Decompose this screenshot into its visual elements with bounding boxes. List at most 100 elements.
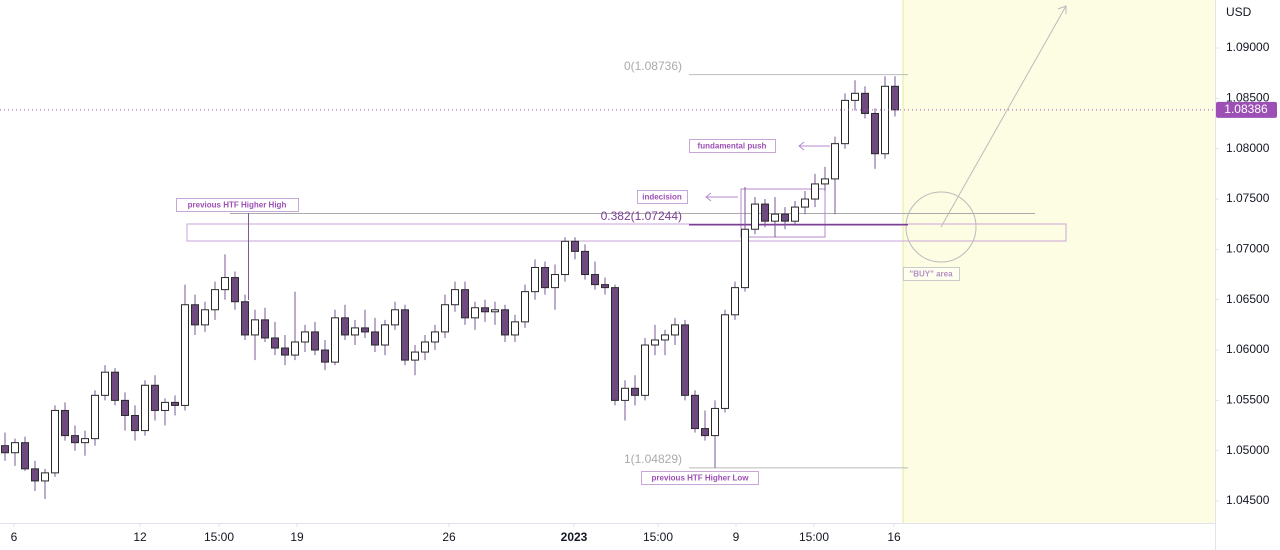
- indecision-box: [740, 188, 826, 238]
- candle-down: [781, 213, 789, 222]
- candle-up: [621, 387, 629, 401]
- x-tick-label: 2023: [561, 530, 588, 544]
- candle-up: [411, 351, 419, 361]
- candle-up: [351, 327, 359, 336]
- candle-down: [271, 337, 279, 349]
- fib-label: 0(1.08736): [624, 59, 682, 73]
- fib-label: 1(1.04829): [624, 452, 682, 466]
- candle-down: [111, 371, 119, 401]
- candle-up: [141, 384, 149, 432]
- candle-down: [131, 414, 139, 432]
- candle-down: [171, 401, 179, 406]
- candle-down: [401, 309, 409, 361]
- candle-up: [491, 309, 499, 313]
- candle-down: [601, 284, 609, 289]
- y-tick-label: 1.06000: [1226, 342, 1270, 356]
- last-price-box: [1216, 101, 1277, 118]
- projection-arrow: [940, 5, 1067, 228]
- candle-up: [801, 198, 809, 208]
- candle-up: [651, 339, 659, 346]
- candle-down: [261, 319, 269, 339]
- buy-circle: [905, 191, 977, 263]
- tag-text: previous HTF Higher High: [188, 201, 287, 210]
- tag-text: fundamental push: [698, 142, 767, 151]
- arrow-head: [705, 192, 712, 202]
- y-tick-label: 1.05500: [1226, 393, 1270, 407]
- last-price-label: 1.08386: [1224, 102, 1268, 116]
- x-tick-label: 15:00: [204, 530, 234, 544]
- candle-down: [501, 309, 509, 336]
- candle-down: [361, 327, 369, 333]
- tag-text: indecision: [642, 193, 682, 202]
- candle-up: [51, 409, 59, 474]
- candle-up: [471, 307, 479, 319]
- y-tick-label: 1.09000: [1226, 40, 1270, 54]
- candle-down: [591, 274, 599, 286]
- candle-up: [821, 178, 829, 185]
- candle-up: [641, 344, 649, 396]
- arrow-head: [1057, 5, 1067, 14]
- candle-up: [851, 92, 859, 101]
- candle-down: [191, 304, 199, 326]
- candle-up: [201, 309, 209, 326]
- candle-down: [631, 387, 639, 396]
- y-tick-label: 1.05000: [1226, 443, 1270, 457]
- candle-down: [571, 240, 579, 252]
- arrow-head: [798, 141, 805, 151]
- candle-up: [711, 407, 719, 437]
- candle-up: [791, 206, 799, 222]
- candle-up: [841, 99, 849, 145]
- candle-up: [81, 438, 89, 444]
- candle-down: [611, 287, 619, 401]
- tag-box: [903, 267, 960, 281]
- x-tick-label: 6: [11, 530, 18, 544]
- x-tick-label: 15:00: [799, 530, 829, 544]
- x-tick-label: 12: [133, 530, 147, 544]
- y-tick-label: 1.08000: [1226, 141, 1270, 155]
- candle-up: [771, 213, 779, 222]
- projection-area: [903, 0, 1215, 523]
- y-tick-label: 1.04500: [1226, 493, 1270, 507]
- candle-down: [281, 347, 289, 356]
- candle-down: [581, 250, 589, 276]
- candle-down: [481, 307, 489, 313]
- candle-up: [881, 85, 889, 155]
- y-tick-label: 1.07500: [1226, 191, 1270, 205]
- candle-up: [741, 228, 749, 289]
- candle-down: [311, 331, 319, 351]
- candle-down: [871, 112, 879, 155]
- tag-box: [689, 139, 776, 153]
- y-tick-label: 1.08500: [1226, 91, 1270, 105]
- tag-box: [641, 471, 759, 485]
- candle-down: [341, 317, 349, 336]
- candle-down: [761, 203, 769, 222]
- candle-up: [661, 334, 669, 341]
- candle-down: [541, 266, 549, 289]
- candle-down: [861, 92, 869, 114]
- candle-up: [831, 143, 839, 180]
- candle-down: [681, 324, 689, 396]
- candle-up: [671, 324, 679, 336]
- candle-up: [161, 401, 169, 411]
- x-tick-label: 16: [887, 530, 901, 544]
- x-tick-label: 15:00: [643, 530, 673, 544]
- x-tick-label: 19: [290, 530, 304, 544]
- candle-up: [391, 309, 399, 326]
- fib-label: 0.382(1.07244): [601, 209, 682, 223]
- plot-layer: 1.04500 1.05000 1.05500 1.06000 1.06500 1.070…: [0, 40, 1277, 544]
- tag-box: [176, 198, 299, 212]
- y-tick-label: 1.07000: [1226, 242, 1270, 256]
- candle-up: [731, 287, 739, 316]
- currency-label: USD: [1226, 5, 1252, 19]
- tag-box: [637, 190, 688, 204]
- candle-up: [551, 274, 559, 289]
- candle-up: [101, 371, 109, 396]
- candle-down: [461, 289, 469, 319]
- candle-up: [561, 240, 569, 276]
- candle-up: [751, 203, 759, 230]
- candle-down: [321, 349, 329, 363]
- candle-up: [11, 442, 19, 454]
- tag: fundamental push indecision previous HTF…: [176, 139, 960, 485]
- candle-down: [691, 394, 699, 430]
